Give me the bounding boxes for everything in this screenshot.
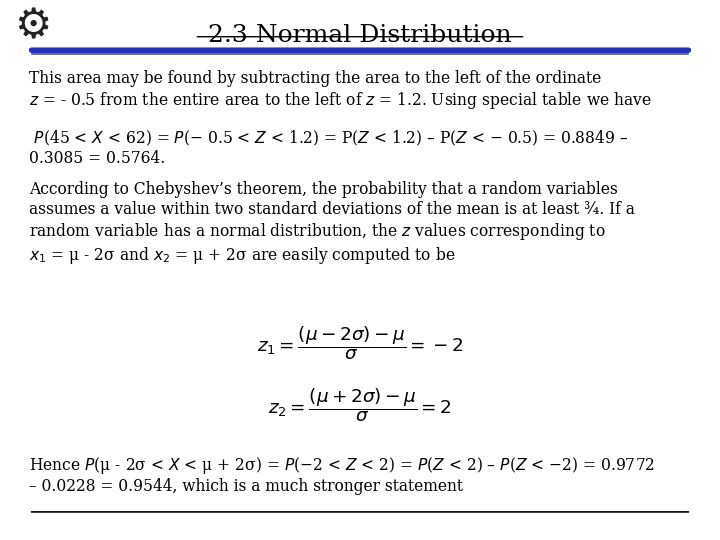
Text: $z_2 = \dfrac{(\mu + 2\sigma) - \mu}{\sigma} = 2$: $z_2 = \dfrac{(\mu + 2\sigma) - \mu}{\si… [268,386,452,424]
Text: Hence $P$(μ - 2σ < $X$ < μ + 2σ) = $P$(−2 < $Z$ < 2) = $P$($Z$ < 2) – $P$($Z$ < : Hence $P$(μ - 2σ < $X$ < μ + 2σ) = $P$(−… [29,455,655,495]
Text: ⚙: ⚙ [14,5,52,48]
Text: $z_1 = \dfrac{(\mu - 2\sigma) - \mu}{\sigma} = -2$: $z_1 = \dfrac{(\mu - 2\sigma) - \mu}{\si… [257,324,463,362]
Text: $P$(45 < $X$ < 62) = $P$(− 0.5 < $Z$ < 1.2) = P($Z$ < 1.2) – P($Z$ < − 0.5) = 0.: $P$(45 < $X$ < 62) = $P$(− 0.5 < $Z$ < 1… [29,129,628,167]
Text: This area may be found by subtracting the area to the left of the ordinate
$z$ =: This area may be found by subtracting th… [29,70,652,111]
Text: According to Chebyshev’s theorem, the probability that a random variables
assume: According to Chebyshev’s theorem, the pr… [29,181,634,266]
Text: 2.3 Normal Distribution: 2.3 Normal Distribution [208,24,512,48]
